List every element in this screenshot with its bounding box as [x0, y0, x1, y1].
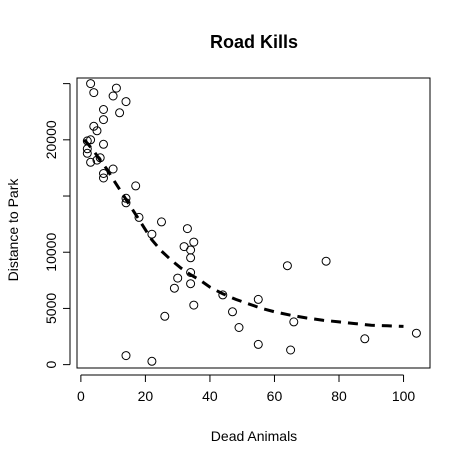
data-point — [147, 356, 157, 366]
data-point — [189, 237, 199, 247]
data-point — [86, 79, 96, 89]
data-point — [95, 153, 105, 163]
data-point — [286, 345, 296, 355]
data-point — [360, 334, 370, 344]
data-point — [289, 317, 299, 327]
fit-line — [83, 138, 404, 328]
data-point — [89, 121, 99, 131]
data-point — [321, 256, 331, 266]
x-tick-label: 40 — [202, 388, 218, 404]
data-point — [82, 144, 92, 154]
data-point — [111, 83, 121, 93]
data-point — [234, 323, 244, 332]
data-point — [282, 261, 292, 271]
data-point — [134, 212, 144, 222]
data-point — [121, 193, 131, 203]
data-point — [99, 115, 108, 125]
data-point — [186, 279, 196, 289]
data-point — [411, 328, 421, 338]
data-point — [253, 294, 263, 304]
x-tick-label: 100 — [392, 388, 416, 404]
data-point — [99, 105, 108, 114]
chart-title: Road Kills — [210, 32, 298, 52]
data-point — [189, 300, 199, 310]
data-point — [99, 139, 108, 149]
data-point — [86, 135, 96, 145]
points-layer — [82, 79, 421, 366]
data-point — [173, 273, 183, 283]
data-point — [228, 307, 237, 317]
data-point — [131, 181, 141, 191]
x-tick-label: 60 — [267, 388, 283, 404]
data-point — [86, 157, 96, 167]
x-axis: 0 20 40 60 80 100 — [77, 374, 416, 404]
data-point — [147, 229, 157, 239]
data-point — [157, 217, 166, 227]
data-point — [121, 198, 131, 208]
data-point — [121, 97, 131, 107]
x-tick-label: 20 — [138, 388, 154, 404]
y-axis: 0 5000 10000 20000 — [43, 83, 71, 369]
data-point — [108, 164, 118, 174]
plot-frame — [76, 77, 431, 369]
data-point — [186, 253, 196, 263]
data-point — [179, 242, 189, 252]
data-point — [169, 283, 179, 293]
data-point — [160, 311, 170, 321]
data-point — [253, 339, 263, 349]
y-axis-label: Distance to Park — [5, 178, 21, 282]
data-point — [82, 148, 92, 158]
fit-line-layer — [83, 138, 404, 328]
y-tick-label: 5000 — [43, 293, 59, 324]
data-point — [99, 169, 108, 178]
y-tick-label: 0 — [43, 361, 59, 369]
y-tick-label: 10000 — [43, 233, 59, 272]
x-tick-label: 0 — [77, 388, 85, 404]
y-tick-label: 20000 — [43, 120, 59, 159]
data-point — [92, 155, 102, 165]
data-point — [115, 108, 125, 118]
x-axis-label: Dead Animals — [211, 428, 297, 444]
data-point — [99, 173, 108, 183]
data-point — [121, 351, 131, 361]
data-point — [218, 290, 228, 300]
data-point — [89, 88, 99, 98]
data-point — [186, 268, 196, 277]
data-point — [108, 91, 118, 101]
x-tick-label: 80 — [331, 388, 347, 404]
data-point — [182, 224, 192, 234]
data-point — [92, 126, 102, 136]
